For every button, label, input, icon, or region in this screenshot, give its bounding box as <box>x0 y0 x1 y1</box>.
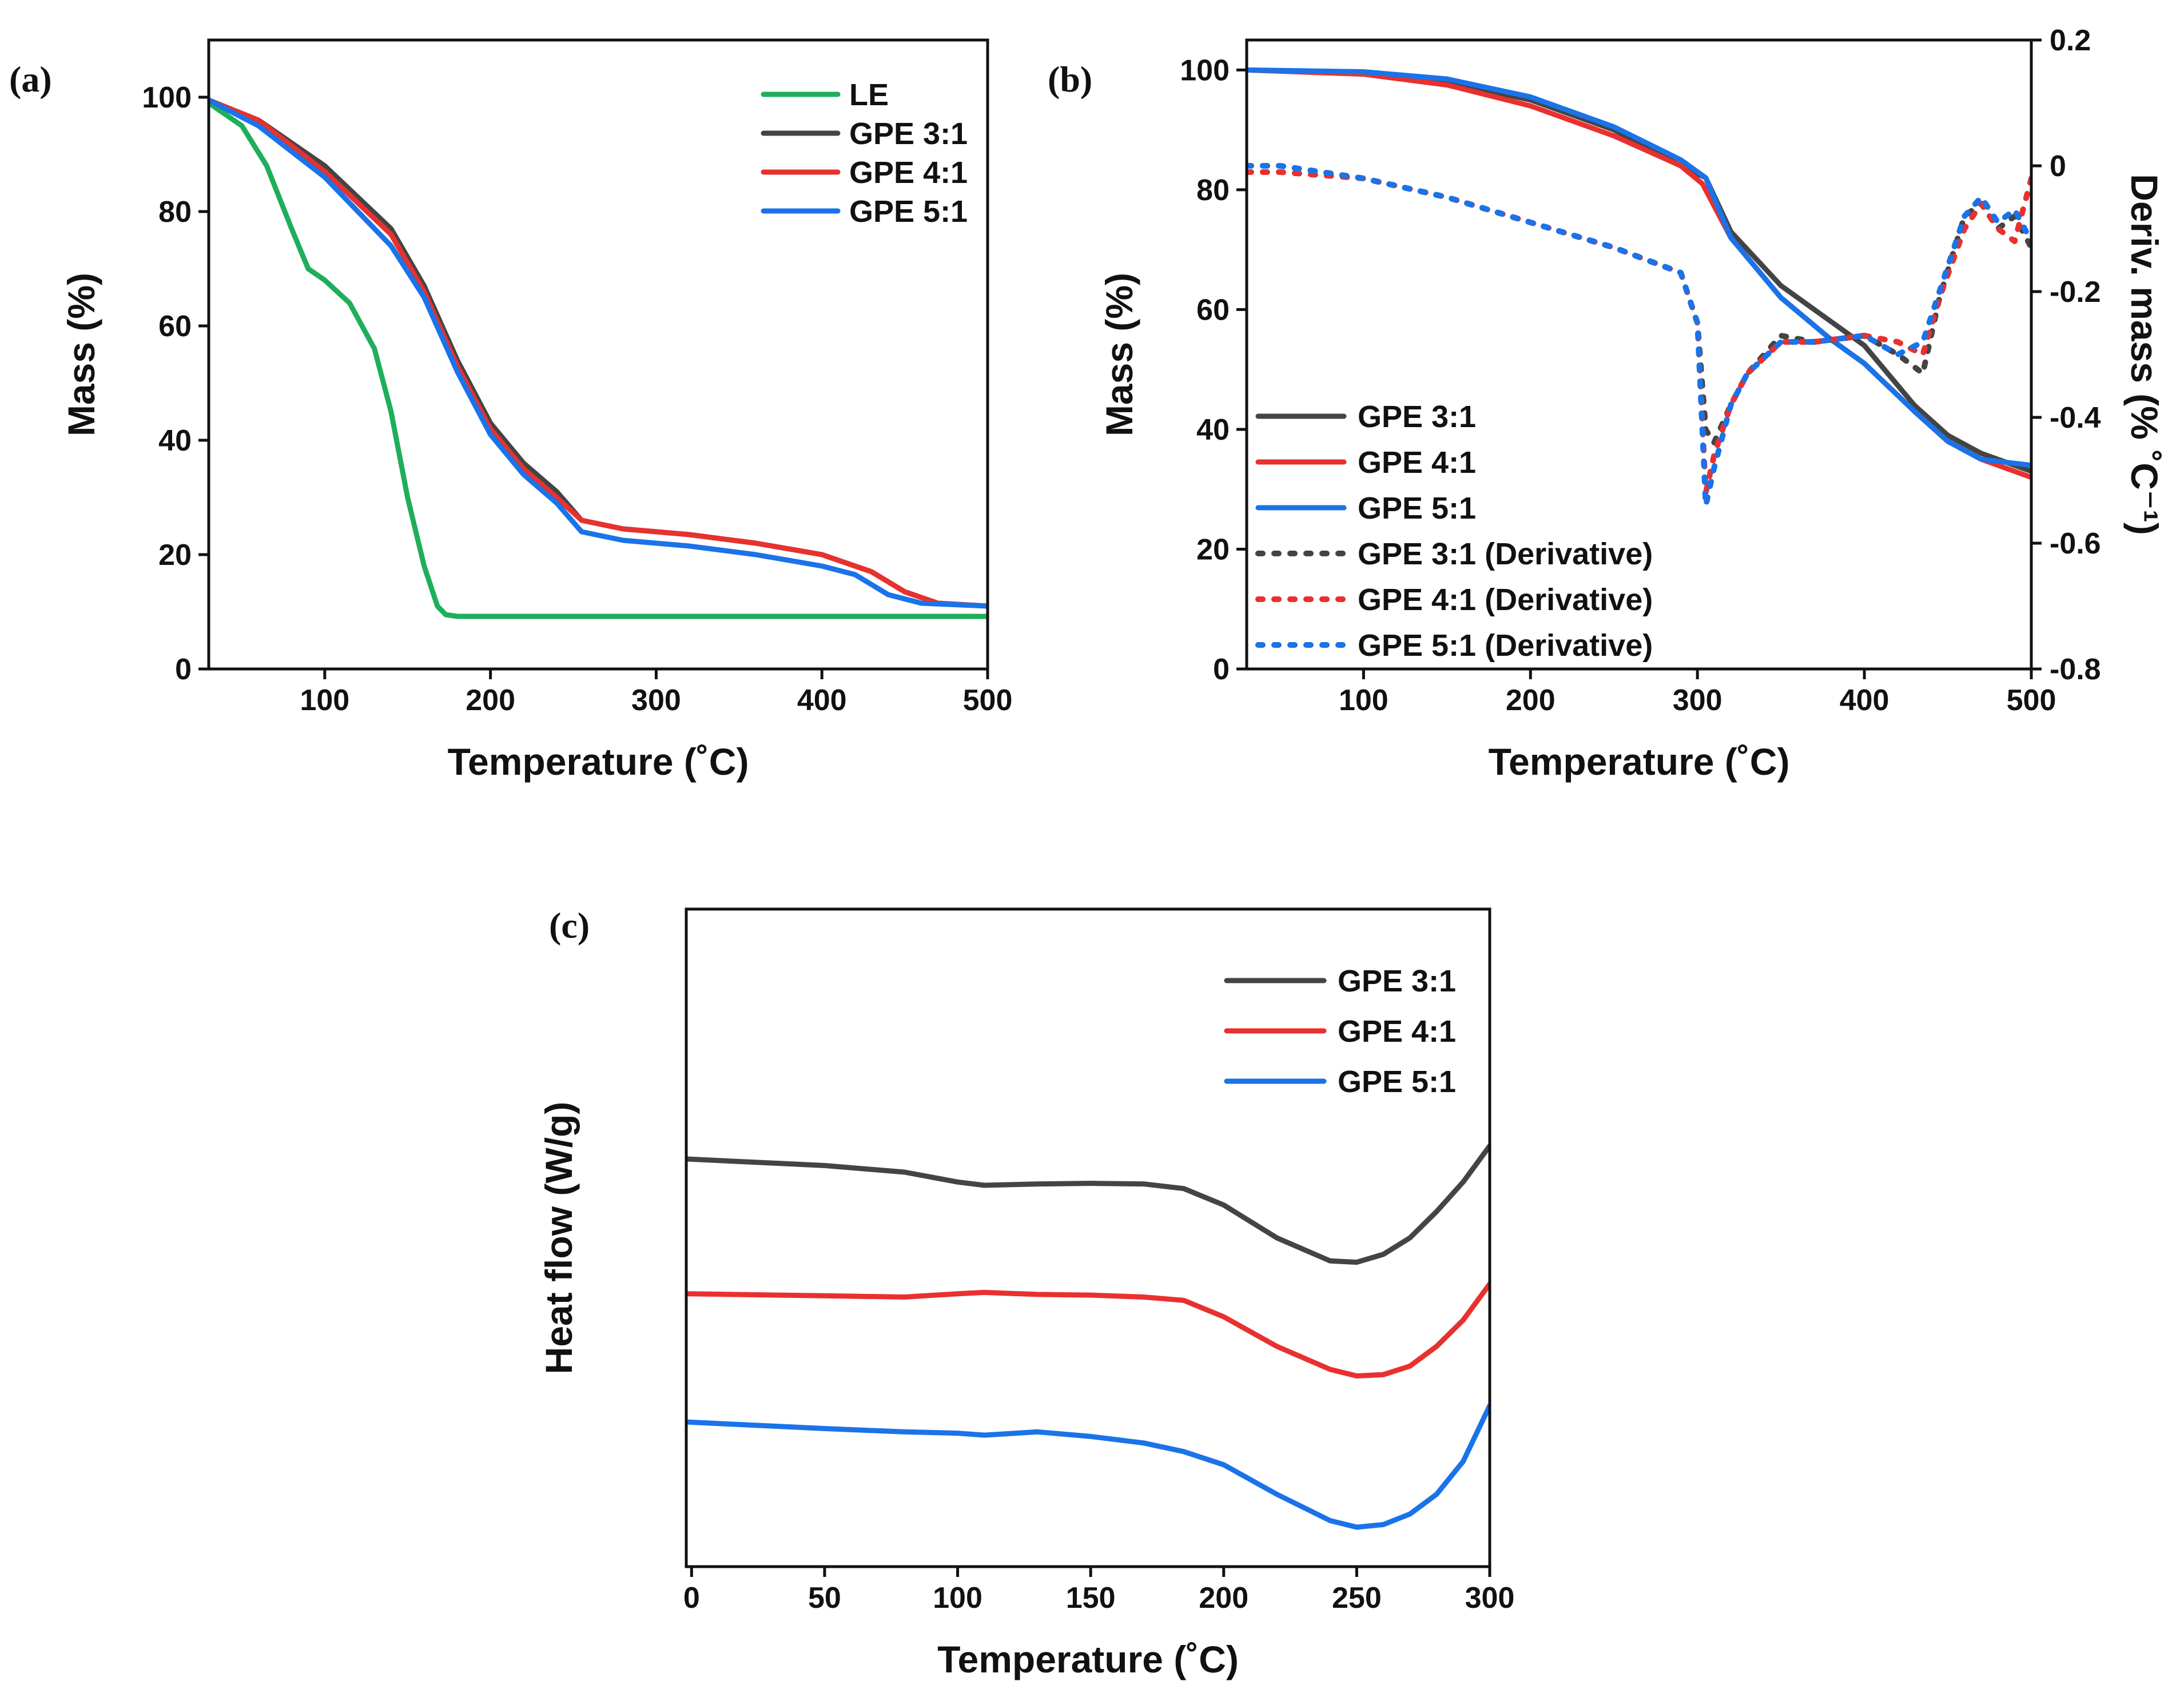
plot-frame <box>1245 38 2033 671</box>
series-line-2 <box>1247 67 2031 468</box>
y-tick-label: 40 <box>158 424 192 457</box>
y-tick-label: 100 <box>142 81 192 114</box>
x-tick-label: 0 <box>683 1582 700 1615</box>
plot-frame <box>685 907 1491 1568</box>
panel-a: (a) 100 200 300 400 500 0 20 40 60 80 100 Temperatur… <box>9 38 1013 783</box>
y-tick-label: 60 <box>158 310 192 343</box>
y2-tick-label: -0.6 <box>2050 527 2101 560</box>
x-tick-label: 100 <box>1339 684 1389 717</box>
x-tick-label: 400 <box>797 684 847 717</box>
y-tick-label: 60 <box>1196 293 1230 326</box>
y-axis-title: Heat flow (W/g) <box>538 1102 580 1375</box>
legend-label: GPE 3:1 (Derivative) <box>1358 537 1653 571</box>
series-line-3 <box>209 97 988 609</box>
legend-label: GPE 5:1 <box>849 194 968 229</box>
panel-b: (b) 100 200 300 400 500 0 20 40 60 80 100 0.2 0 -0.2 -0… <box>1048 24 2166 783</box>
y2-tick-label: -0.4 <box>2050 401 2101 435</box>
y2-tick-label: 0 <box>2050 150 2066 183</box>
x-tick-label: 500 <box>2007 684 2056 717</box>
plot-area <box>686 1143 1490 1530</box>
legend-label: GPE 5:1 <box>1338 1065 1456 1099</box>
legend: GPE 3:1 GPE 4:1 GPE 5:1 GPE 3:1 (Derivative… <box>1255 400 1653 663</box>
y-axis-title: Mass (%) <box>1098 273 1140 436</box>
series-line-0 <box>209 100 988 619</box>
x-tick-label: 200 <box>466 684 515 717</box>
x-axis-title: Temperature (˚C) <box>1489 740 1790 783</box>
x-axis-title: Temperature (˚C) <box>448 740 749 783</box>
y-tick-label: 20 <box>1196 533 1230 566</box>
x-tick-label: 50 <box>808 1582 841 1615</box>
series-line-5 <box>1247 163 2031 508</box>
y-tick-label: 0 <box>175 653 192 686</box>
x-tick-label: 100 <box>300 684 349 717</box>
legend: LE GPE 3:1 GPE 4:1 GPE 5:1 <box>761 78 968 229</box>
series-line-2 <box>209 97 988 609</box>
series-line-0 <box>686 1143 1490 1265</box>
x-tick-label: 200 <box>1506 684 1556 717</box>
y-axis-title: Mass (%) <box>60 273 102 436</box>
y-tick-label: 80 <box>1196 174 1230 207</box>
legend: GPE 3:1 GPE 4:1 GPE 5:1 <box>1224 964 1456 1099</box>
legend-label: GPE 4:1 <box>1358 445 1476 480</box>
y-tick-label: 20 <box>158 539 192 572</box>
x-tick-label: 150 <box>1066 1582 1116 1615</box>
legend-label: GPE 5:1 <box>1358 491 1476 525</box>
legend-label: GPE 4:1 <box>849 156 968 190</box>
y-tick-label: 0 <box>1213 653 1230 686</box>
x-tick-label: 250 <box>1332 1582 1382 1615</box>
y-tick-label: 80 <box>158 196 192 229</box>
legend-label: GPE 3:1 <box>849 117 968 151</box>
y-tick-label: 100 <box>1180 54 1230 87</box>
legend-label: GPE 5:1 (Derivative) <box>1358 628 1653 663</box>
y2-tick-label: 0.2 <box>2050 24 2091 57</box>
legend-label: LE <box>849 78 889 112</box>
panel-label: (b) <box>1048 59 1092 99</box>
legend-label: GPE 4:1 (Derivative) <box>1358 583 1653 617</box>
panel-label: (c) <box>549 905 590 946</box>
x-tick-label: 500 <box>963 684 1013 717</box>
series-line-1 <box>686 1281 1490 1379</box>
y2-tick-label: -0.8 <box>2050 653 2101 686</box>
x-tick-label: 100 <box>933 1582 982 1615</box>
plot-area <box>1247 67 2031 508</box>
y2-tick-label: -0.2 <box>2050 276 2101 309</box>
x-tick-label: 300 <box>1673 684 1722 717</box>
plot-area <box>209 97 988 619</box>
y2-axis-title: Deriv. mass (% ˚C⁻¹) <box>2123 174 2166 535</box>
x-tick-label: 300 <box>1465 1582 1515 1615</box>
panel-label: (a) <box>9 59 52 99</box>
series-line-2 <box>686 1403 1490 1530</box>
series-line-4 <box>1247 169 2031 496</box>
x-tick-label: 300 <box>631 684 681 717</box>
plot-frame <box>207 38 989 671</box>
legend-label: GPE 3:1 <box>1358 400 1476 434</box>
y-tick-label: 40 <box>1196 413 1230 447</box>
x-axis-title: Temperature (˚C) <box>937 1638 1239 1680</box>
legend-label: GPE 3:1 <box>1338 964 1456 998</box>
legend-label: GPE 4:1 <box>1338 1014 1456 1049</box>
x-tick-label: 200 <box>1199 1582 1248 1615</box>
x-tick-label: 400 <box>1840 684 1889 717</box>
panel-c: (c) 0 50 100 150 200 250 300 Temperature (˚C) Hea… <box>538 905 1514 1680</box>
